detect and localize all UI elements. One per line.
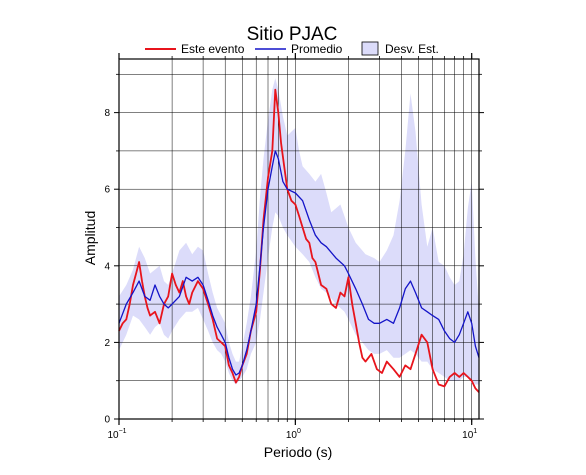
legend-label-promedio: Promedio	[291, 42, 343, 56]
y-tick-label: 2	[104, 338, 110, 349]
legend-label-desv-est: Desv. Est.	[385, 42, 439, 56]
plot-frame	[118, 58, 480, 420]
series-line-promedio	[118, 150, 480, 376]
y-axis-label: Amplitud	[82, 211, 98, 265]
x-tick-label: 100	[286, 428, 301, 441]
y-tick-label: 4	[104, 261, 110, 272]
x-tick-label: 10−1	[107, 428, 126, 441]
y-tick-label: 0	[104, 415, 110, 426]
chart-title: Sitio PJAC	[247, 24, 338, 45]
plot-area: 0 2 4 6 8 10−1 100 101	[104, 53, 484, 441]
y-tick-label: 6	[104, 185, 110, 196]
y-tick-label: 8	[104, 108, 110, 119]
x-tick-label: 101	[462, 428, 477, 441]
legend: Este evento Promedio Desv. Est.	[145, 41, 439, 56]
series-line-este-evento	[118, 88, 480, 393]
legend-swatch-desv-est	[361, 41, 379, 56]
x-axis-label: Periodo (s)	[264, 444, 332, 460]
legend-label-este-evento: Este evento	[181, 42, 245, 56]
